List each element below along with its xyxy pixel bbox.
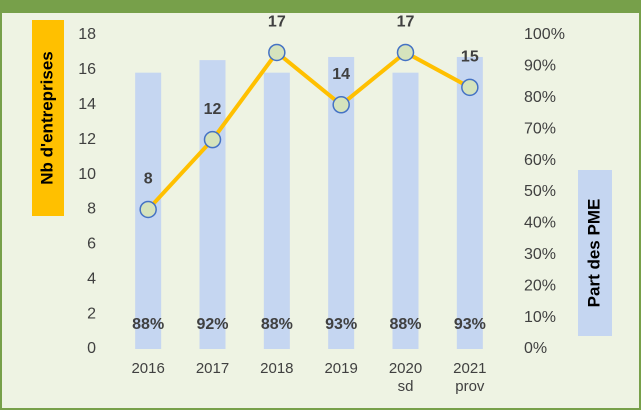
bar-value-label: 93% <box>325 316 357 333</box>
x-tick-label: 2018 <box>260 360 294 377</box>
line-marker <box>203 130 222 149</box>
y2-tick-label: 80% <box>524 89 556 106</box>
line-marker <box>332 96 350 114</box>
y-tick-label: 2 <box>87 305 96 322</box>
y-tick-label: 4 <box>87 270 96 287</box>
x-tick-label: 2020 sd <box>388 360 423 395</box>
line-value-label: 8 <box>144 171 153 188</box>
y2-tick-label: 50% <box>524 183 556 200</box>
line-value-label: 12 <box>204 101 222 118</box>
y-tick-label: 18 <box>78 26 96 43</box>
y-tick-label: 14 <box>78 96 96 113</box>
y-title-box <box>32 20 64 216</box>
y-tick-label: 16 <box>78 61 96 78</box>
line-value-label: 15 <box>461 49 479 66</box>
bar <box>199 60 226 350</box>
bar-value-label: 92% <box>196 316 228 333</box>
y2-tick-label: 10% <box>524 309 556 326</box>
bar <box>392 72 419 350</box>
y-tick-label: 6 <box>87 236 96 253</box>
y-axis-title: Nb d'entreprises <box>37 51 56 184</box>
x-tick-label: 2019 <box>324 360 358 377</box>
line <box>146 50 471 211</box>
y2-tick-label: 60% <box>524 152 556 169</box>
x-tick-label: 2021 prov <box>453 360 487 395</box>
line-marker <box>268 43 286 62</box>
y2-tick-label: 20% <box>524 277 556 294</box>
line-marker <box>461 78 479 97</box>
bar-value-label: 88% <box>132 316 164 333</box>
y2-axis-title: Part des PME <box>584 199 603 308</box>
y2-title-box <box>578 170 612 336</box>
y2-tick-label: 40% <box>524 215 556 232</box>
y2-tick-label: 0% <box>524 340 547 357</box>
x-tick-label: 2017 <box>195 360 230 377</box>
y2-tick-label: 30% <box>524 246 556 263</box>
y-tick-label: 0 <box>87 340 96 357</box>
y-tick-label: 8 <box>87 201 96 218</box>
y-tick-label: 10 <box>78 166 96 183</box>
line-value-label: 14 <box>332 66 350 83</box>
y2-tick-label: 100% <box>524 26 565 43</box>
header-strip <box>0 0 641 13</box>
line-value-label: 17 <box>268 14 286 31</box>
y2-tick-label: 90% <box>524 58 556 75</box>
bar <box>263 72 290 350</box>
y2-tick-label: 70% <box>524 120 556 137</box>
y-tick-label: 12 <box>78 131 96 148</box>
line-marker <box>396 43 415 62</box>
bar-value-label: 88% <box>389 316 421 333</box>
bar-value-label: 88% <box>261 316 293 333</box>
x-tick-label: 2016 <box>131 360 165 377</box>
bar <box>456 56 483 349</box>
line-value-label: 17 <box>397 14 415 31</box>
bar-value-label: 93% <box>454 316 486 333</box>
line-marker <box>139 200 157 219</box>
